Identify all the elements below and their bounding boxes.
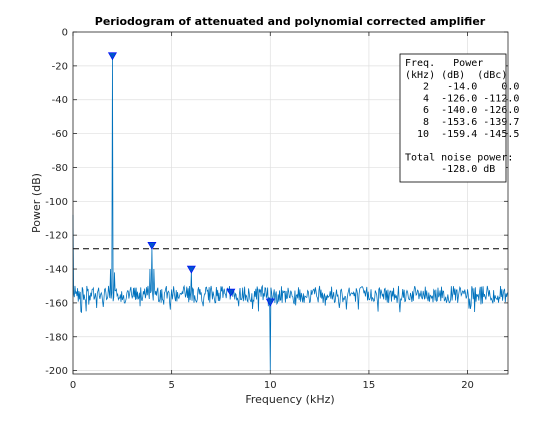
annotation-line: 6 -140.0 -126.0 <box>405 105 519 116</box>
y-tick-label: -160 <box>45 298 68 309</box>
annotation-frame <box>399 53 507 183</box>
y-tick-label: -100 <box>45 197 68 208</box>
y-tick-label: -180 <box>45 332 68 343</box>
annotation-line: (kHz) (dB) (dBc) <box>405 70 507 81</box>
annotation-line: 10 -159.4 -145.5 <box>405 129 519 140</box>
chart-title: Periodogram of attenuated and polynomial… <box>95 15 486 28</box>
annotation-box: Freq. Power(kHz) (dB) (dBc) 2 -14.0 0.0 … <box>399 53 519 183</box>
y-tick-label: -120 <box>45 231 68 242</box>
y-axis-label: Power (dB) <box>30 173 43 233</box>
x-tick-label: 20 <box>461 380 474 391</box>
harmonic-marker <box>265 298 275 307</box>
x-tick-label: 0 <box>70 380 76 391</box>
harmonic-marker <box>107 52 117 61</box>
ticks-group: 0 5 10 15 20 0 -20 -40 -60 -80 -100 -120 -140 -160 -18… <box>45 28 508 391</box>
annotation-line: 4 -126.0 -112.0 <box>405 93 519 104</box>
annotation-line: Total noise power: <box>405 152 513 163</box>
y-tick-label: -20 <box>52 61 68 72</box>
annotation-line: 8 -153.6 -139.7 <box>405 117 519 128</box>
annotation-line: 2 -14.0 0.0 <box>405 82 519 93</box>
harmonic-marker <box>147 242 157 250</box>
y-tick-label: -60 <box>52 129 68 140</box>
x-tick-label: 5 <box>168 380 174 391</box>
markers-group <box>107 52 275 307</box>
y-tick-label: -80 <box>52 163 68 174</box>
harmonic-marker <box>186 265 196 274</box>
series-group <box>72 55 509 371</box>
y-tick-label: 0 <box>62 28 68 39</box>
annotation-line: Freq. Power <box>405 58 483 69</box>
x-tick-label: 15 <box>363 380 376 391</box>
x-tick-label: 10 <box>264 380 277 391</box>
annotation-line: -128.0 dB <box>405 164 495 175</box>
plot-frame <box>72 31 509 375</box>
spectrum-line <box>72 55 509 371</box>
x-axis-label: Frequency (kHz) <box>245 393 334 406</box>
y-tick-label: -40 <box>52 95 68 106</box>
harmonic-marker <box>226 288 236 297</box>
y-tick-label: -140 <box>45 265 68 276</box>
y-tick-label: -200 <box>45 366 68 377</box>
